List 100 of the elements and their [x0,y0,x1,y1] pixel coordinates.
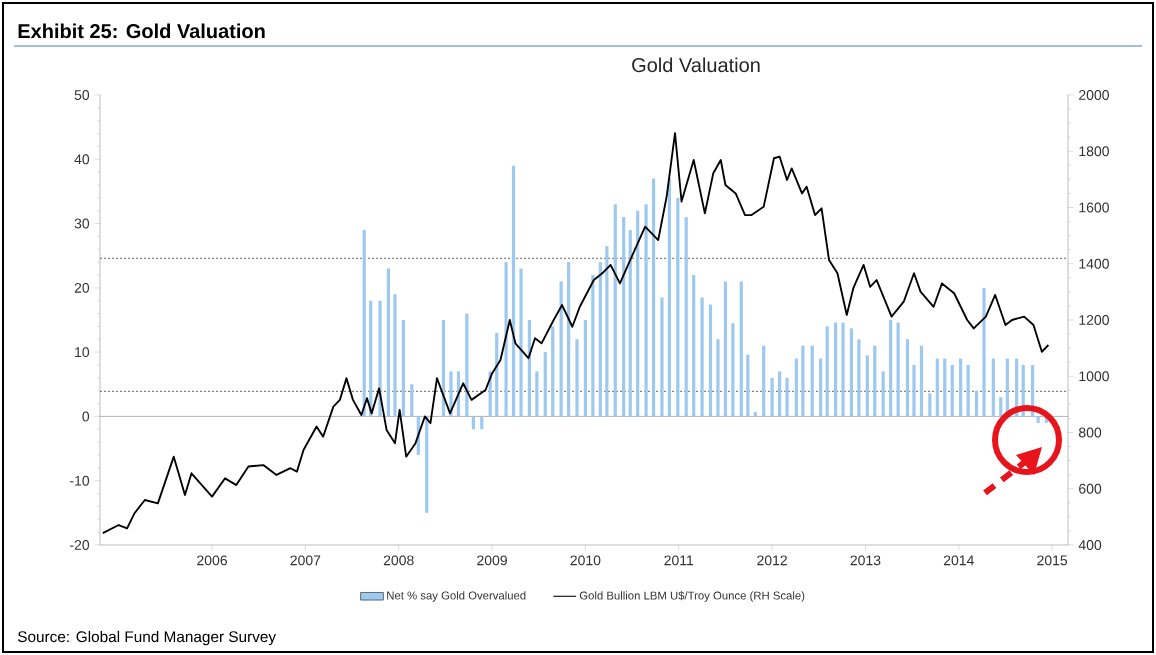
bar [723,281,728,417]
y2-tick-label: 400 [1078,540,1102,550]
bar [777,371,782,417]
bar [865,355,869,417]
bar [471,416,475,430]
bar [636,210,640,417]
y-tick-label: 50 [74,90,90,100]
bar [583,319,588,417]
x-tick-label: 2012 [757,555,787,566]
bar [535,371,539,417]
bar [794,358,798,417]
bar [575,339,579,417]
bar [667,178,672,417]
bar [519,268,523,417]
line-series [101,132,1050,535]
bar [857,339,861,417]
bar [935,358,939,417]
bar [810,345,814,417]
bar [504,262,508,417]
bar [762,345,766,417]
bar [912,364,916,417]
bar [362,230,366,417]
bar [551,326,555,417]
bar [950,364,954,417]
bar [785,377,789,417]
y-tick-label: 10 [75,347,90,358]
x-tick-label: 2014 [943,555,974,566]
bar [651,178,656,417]
bar [966,364,970,417]
bar [746,354,750,417]
bar [905,339,910,417]
chart-subtitle: Gold Valuation [632,57,760,73]
bar [849,328,854,417]
bar [692,274,696,417]
bar [386,268,391,417]
y2-tick-label: 600 [1079,483,1102,494]
bar [567,262,571,417]
bar [605,246,609,417]
y-tick-label: -10 [70,475,90,486]
bar [708,304,713,417]
bar [543,352,547,417]
bar [684,217,688,417]
x-tick-label: 2006 [197,555,227,566]
y2-tick-label: 1800 [1079,146,1109,157]
bar [393,294,397,417]
y2-tick-label: 1000 [1079,371,1109,382]
bar [801,345,805,417]
bar [991,358,995,417]
bar [410,384,414,417]
bar [982,287,986,417]
bar [613,204,617,417]
x-tick-label: 2008 [383,555,414,566]
bar [716,339,720,417]
x-tick-label: 2010 [570,555,601,566]
bar [889,319,893,417]
bar [943,358,947,417]
y2-tick-label: 2000 [1079,90,1109,100]
bar [622,217,626,417]
y2-tick-label: 800 [1078,427,1102,438]
bar [896,322,900,417]
bar [511,165,516,417]
bar [999,397,1003,417]
bar [739,281,743,417]
legend-label: Gold Bullion LBM U$/Troy Ounce (RH Scale) [579,591,805,602]
bar [660,297,664,417]
legend-label: Net % say Gold Overvalued [387,591,526,602]
bar [819,358,823,417]
y-tick-label: 0 [82,411,90,422]
x-tick-label: 2007 [290,555,321,566]
y2-tick-label: 1200 [1079,315,1109,325]
bar [974,390,979,417]
y2-tick-label: 1600 [1079,202,1109,213]
bar [700,297,704,417]
source-note: Source: Global Fund Manager Survey [17,630,276,646]
bar [731,323,735,417]
bar [833,322,838,417]
x-tick-label: 2011 [664,555,694,566]
bar [598,262,602,417]
bar [928,393,932,417]
y-tick-label: 30 [74,218,90,229]
y-tick-label: 20 [74,282,90,293]
bar [559,281,563,417]
bar [676,197,680,417]
y-tick-label: -20 [70,540,90,550]
bar [873,345,877,417]
bar [425,416,429,513]
bar [825,326,829,417]
bar [1036,416,1040,423]
bar [959,358,963,417]
bar [449,371,453,417]
x-tick-label: 2009 [477,555,507,566]
bar [770,377,774,417]
y2-tick-label: 1400 [1079,258,1109,269]
bar [881,371,885,417]
bar [378,300,382,417]
bar [644,204,648,417]
bar [841,322,845,417]
bar [401,319,405,417]
bar [628,230,632,417]
bar [480,416,484,430]
